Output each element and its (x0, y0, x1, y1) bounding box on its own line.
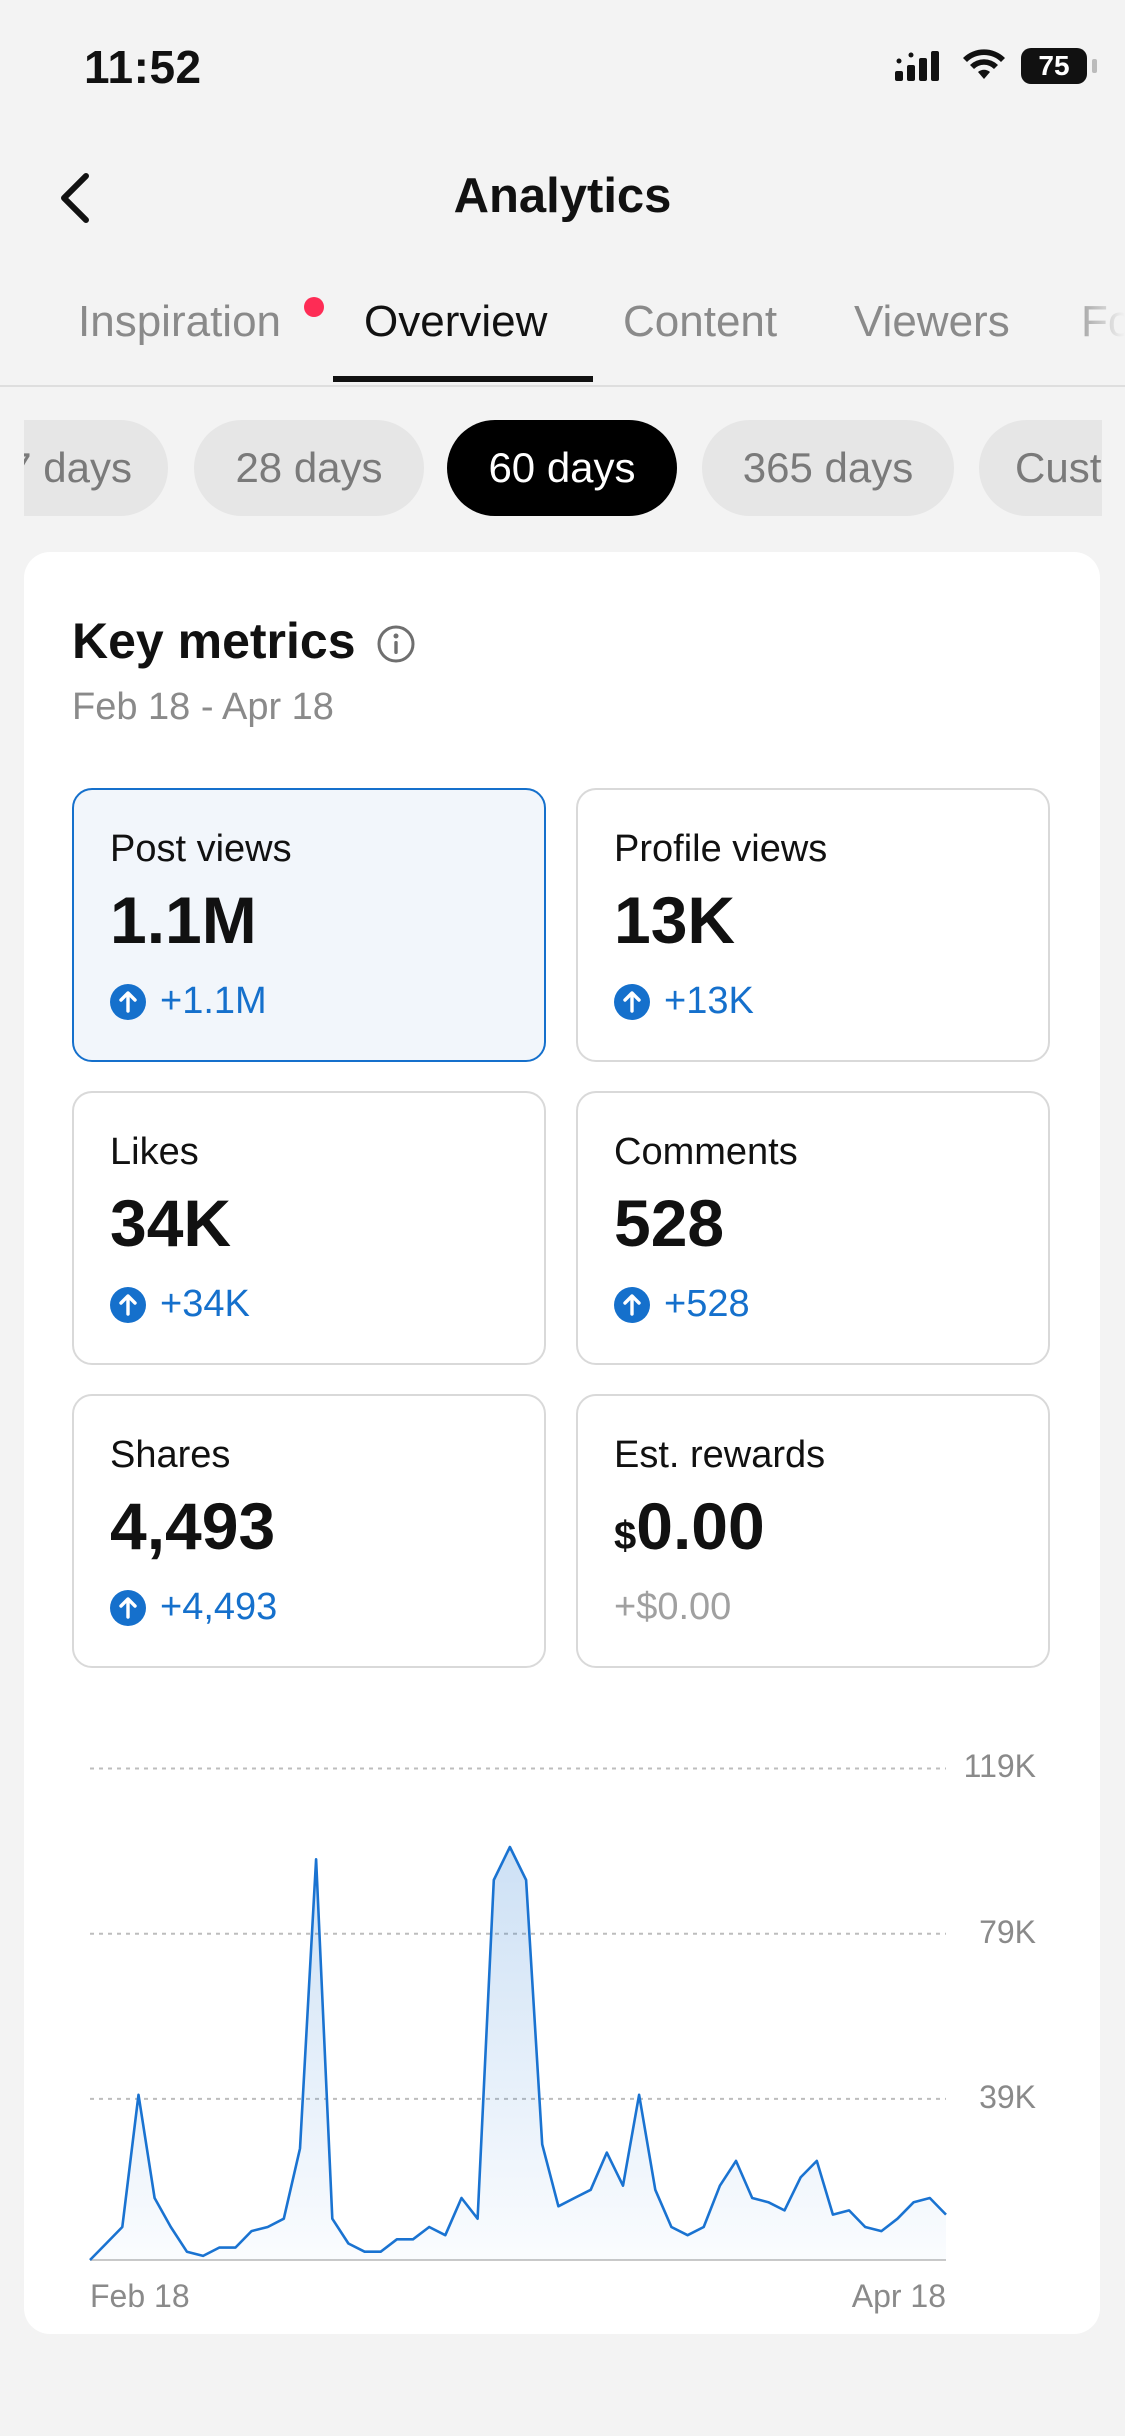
metric-value: 1.1M (110, 883, 257, 957)
key-metrics-card: Key metrics Feb 18 - Apr 18 Post views 1… (24, 552, 1100, 2334)
date-range-selector: 7 days 28 days 60 days 365 days Cust (24, 420, 1102, 520)
range-60-days[interactable]: 60 days (447, 420, 677, 516)
metric-value: 528 (614, 1186, 725, 1260)
metric-delta-text: +34K (160, 1283, 250, 1325)
metric-delta-text: +4,493 (160, 1586, 278, 1628)
metric-delta: +13K (614, 980, 754, 1023)
y-tick-label: 79K (979, 1913, 1036, 1950)
metric-delta: +1.1M (110, 980, 267, 1023)
metric-value-number: 0.00 (636, 1489, 765, 1563)
arrow-up-icon (614, 983, 650, 1020)
header: Analytics (0, 150, 1125, 250)
metric-value: 4,493 (110, 1489, 276, 1563)
range-7-days[interactable]: 7 days (24, 420, 168, 516)
wifi-icon (963, 49, 1005, 79)
metric-delta-text: +528 (664, 1283, 750, 1325)
date-range-label: Feb 18 - Apr 18 (72, 686, 334, 728)
arrow-up-icon (110, 983, 146, 1020)
tab-viewers[interactable]: Viewers (854, 297, 1010, 346)
battery-icon: 75 (1021, 48, 1097, 84)
metric-label: Post views (110, 828, 292, 870)
metric-delta-text: +$0.00 (614, 1586, 732, 1628)
status-bar: 11:52 75 (0, 0, 1125, 140)
metric-value: 13K (614, 883, 736, 957)
notification-dot (304, 297, 324, 317)
metric-value: $0.00 (614, 1488, 765, 1564)
metric-profile-views[interactable]: Profile views 13K +13K (576, 788, 1050, 1062)
metric-label: Comments (614, 1131, 798, 1173)
battery-level: 75 (1038, 50, 1070, 81)
currency-symbol: $ (614, 1514, 637, 1558)
series-area (90, 1847, 946, 2260)
metric-likes[interactable]: Likes 34K +34K (72, 1091, 546, 1365)
series-line (89, 1845, 947, 2261)
key-metrics-title: Key metrics (72, 613, 356, 669)
metric-comments[interactable]: Comments 528 +528 (576, 1091, 1050, 1365)
tab-overview[interactable]: Overview (364, 297, 548, 346)
metric-label: Est. rewards (614, 1434, 826, 1476)
tabs-fade (1065, 275, 1125, 383)
metric-delta-text: +1.1M (160, 980, 267, 1022)
info-icon[interactable] (376, 624, 416, 664)
active-tab-indicator (333, 376, 593, 382)
x-tick-end: Apr 18 (851, 2278, 946, 2314)
arrow-up-icon (614, 1286, 650, 1323)
signal-icon (895, 51, 939, 81)
metric-delta: +528 (614, 1283, 750, 1326)
chart-svg (89, 1767, 947, 2261)
metric-label: Likes (110, 1131, 199, 1173)
arrow-up-icon (110, 1286, 146, 1323)
tab-bar: Inspiration Overview Content Viewers Fo (0, 275, 1125, 387)
status-time: 11:52 (84, 41, 202, 93)
y-tick-label: 119K (963, 1748, 1036, 1785)
page-title: Analytics (453, 169, 672, 223)
tab-content[interactable]: Content (623, 297, 778, 346)
metric-delta: +4,493 (110, 1586, 277, 1629)
tab-inspiration[interactable]: Inspiration (78, 297, 282, 346)
metric-delta: +$0.00 (614, 1586, 731, 1629)
metric-label: Profile views (614, 828, 828, 870)
metric-est-rewards[interactable]: Est. rewards $0.00 +$0.00 (576, 1394, 1050, 1668)
metric-value: 34K (110, 1186, 232, 1260)
post-views-chart[interactable]: 119K 79K 39K Feb 18 Apr 18 (24, 1700, 1100, 2320)
chevron-left-icon (61, 173, 89, 223)
metric-shares[interactable]: Shares 4,493 +4,493 (72, 1394, 546, 1668)
metric-post-views[interactable]: Post views 1.1M +1.1M (72, 788, 546, 1062)
range-28-days[interactable]: 28 days (194, 420, 424, 516)
back-button[interactable] (44, 166, 108, 230)
y-tick-label: 39K (979, 2078, 1036, 2115)
x-tick-start: Feb 18 (90, 2278, 190, 2314)
metric-label: Shares (110, 1434, 231, 1476)
arrow-up-icon (110, 1589, 146, 1626)
metric-delta-text: +13K (664, 980, 754, 1022)
status-icons: 75 (893, 48, 1097, 84)
metric-delta: +34K (110, 1283, 250, 1326)
range-365-days[interactable]: 365 days (702, 420, 954, 516)
range-custom[interactable]: Cust (979, 420, 1102, 516)
